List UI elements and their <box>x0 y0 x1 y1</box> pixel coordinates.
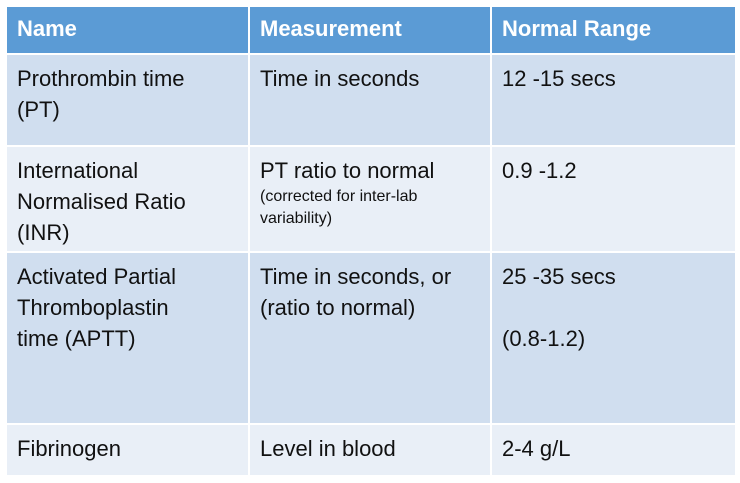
cell-text: 25 -35 secs <box>502 264 616 289</box>
table-cell: Fibrinogen <box>5 423 250 477</box>
table-row: Prothrombin time (PT) Time in seconds 12 -1… <box>5 53 737 147</box>
table-cell: Prothrombin time (PT) <box>5 53 250 147</box>
table-cell: Time in seconds, or (ratio to normal) <box>248 251 492 425</box>
cell-text: Activated Partial <box>17 264 176 289</box>
cell-text: PT ratio to normal <box>260 158 435 183</box>
cell-text: 0.9 -1.2 <box>502 158 577 183</box>
table-cell: Level in blood <box>248 423 492 477</box>
cell-text: International <box>17 158 139 183</box>
cell-text: Level in blood <box>260 436 396 461</box>
cell-text: (INR) <box>17 220 70 245</box>
table-cell: 2-4 g/L <box>490 423 737 477</box>
table-cell: Time in seconds <box>248 53 492 147</box>
table-row: International Normalised Ratio (INR) PT rat… <box>5 145 737 253</box>
cell-text: Time in seconds <box>260 66 420 91</box>
cell-text: (PT) <box>17 97 60 122</box>
cell-text: (ratio to normal) <box>260 295 416 320</box>
cell-text: 12 -15 secs <box>502 66 616 91</box>
cell-text: Normalised Ratio <box>17 189 186 214</box>
table-cell: 12 -15 secs <box>490 53 737 147</box>
cell-text: 2-4 g/L <box>502 436 571 461</box>
cell-text: Prothrombin time <box>17 66 185 91</box>
header-cell: Measurement <box>248 5 492 55</box>
table-row: Fibrinogen Level in blood 2-4 g/L <box>5 423 737 477</box>
cell-text: Fibrinogen <box>17 436 121 461</box>
cell-note: (corrected for inter-lab variability) <box>260 188 418 227</box>
table-cell: PT ratio to normal (corrected for inter-l… <box>248 145 492 253</box>
table-cell: 0.9 -1.2 <box>490 145 737 253</box>
cell-text: time (APTT) <box>17 326 136 351</box>
header-cell: Normal Range <box>490 5 737 55</box>
cell-text: Thromboplastin <box>17 295 169 320</box>
table-cell: International Normalised Ratio (INR) <box>5 145 250 253</box>
header-row: Name Measurement Normal Range <box>5 5 737 55</box>
data-table: Name Measurement Normal Range Prothrombin … <box>5 5 737 477</box>
table-row: Activated Partial Thromboplastin time (APT… <box>5 251 737 425</box>
table-cell: 25 -35 secs (0.8-1.2) <box>490 251 737 425</box>
cell-text: Time in seconds, or <box>260 264 452 289</box>
cell-text: (0.8-1.2) <box>502 326 586 351</box>
header-cell: Name <box>5 5 250 55</box>
table-cell: Activated Partial Thromboplastin time (APT… <box>5 251 250 425</box>
